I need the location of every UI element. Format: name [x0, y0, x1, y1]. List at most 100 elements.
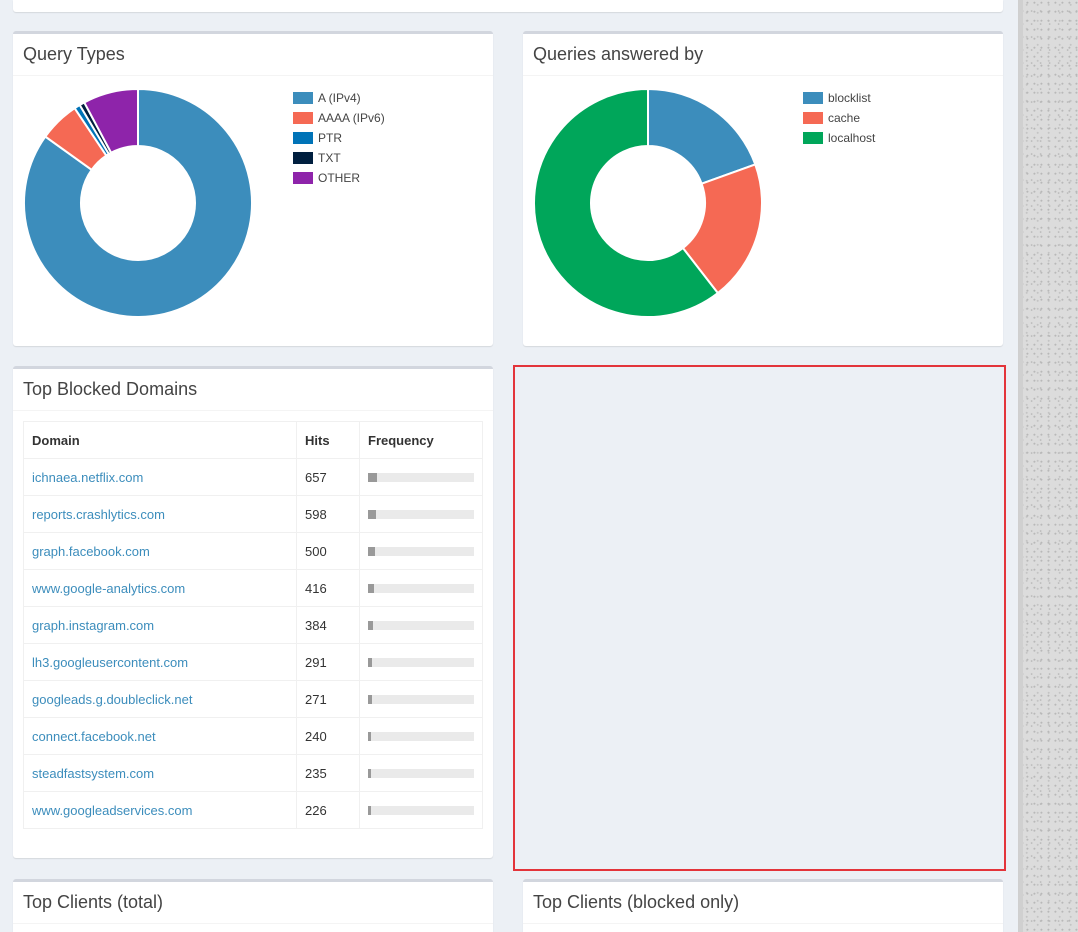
frequency-bar-fill: [368, 694, 372, 704]
query-types-legend-item[interactable]: OTHER: [293, 168, 385, 188]
top-clients-blocked-header: Top Clients (blocked only): [523, 882, 1003, 924]
queries-answered-legend-item[interactable]: localhost: [803, 128, 875, 148]
query-types-title: Query Types: [23, 44, 125, 64]
frequency-cell: [359, 458, 483, 496]
queries-answered-box: Queries answered by blocklist cache localh…: [523, 31, 1003, 346]
domain-link[interactable]: www.google-analytics.com: [23, 569, 297, 607]
domain-link[interactable]: graph.instagram.com: [23, 606, 297, 644]
query-types-donut[interactable]: [23, 88, 253, 318]
queries-answered-slice-localhost[interactable]: [533, 88, 720, 318]
background-texture-strip: [1018, 0, 1078, 932]
frequency-bar: [368, 731, 474, 741]
frequency-cell: [359, 791, 483, 829]
top-blocked-box: Top Blocked Domains Domain Hits Frequenc…: [13, 366, 493, 858]
query-types-slice-a-ipv4[interactable]: [23, 88, 253, 318]
query-types-slice-other[interactable]: [82, 88, 139, 155]
hits-value: 598: [296, 495, 360, 533]
hits-value: 240: [296, 717, 360, 755]
queries-answered-donut[interactable]: [533, 88, 763, 318]
frequency-cell: [359, 569, 483, 607]
legend-swatch: [803, 92, 823, 104]
domain-link[interactable]: reports.crashlytics.com: [23, 495, 297, 533]
column-header-hits: Hits: [296, 421, 360, 459]
top-clients-blocked-title: Top Clients (blocked only): [533, 892, 740, 912]
queries-answered-legend-item[interactable]: cache: [803, 108, 875, 128]
queries-answered-title: Queries answered by: [533, 44, 704, 64]
column-header-domain: Domain: [23, 421, 297, 459]
legend-label: cache: [828, 111, 861, 125]
hits-value: 657: [296, 458, 360, 496]
top-blocked-header: Top Blocked Domains: [13, 369, 493, 411]
frequency-cell: [359, 495, 483, 533]
table-row: graph.facebook.com 500: [23, 532, 483, 570]
frequency-bar-fill: [368, 731, 372, 741]
queries-answered-legend-item[interactable]: blocklist: [803, 88, 875, 108]
frequency-bar: [368, 657, 474, 667]
legend-swatch: [293, 172, 313, 184]
frequency-bar: [368, 472, 474, 482]
domain-link[interactable]: steadfastsystem.com: [23, 754, 297, 792]
legend-label: TXT: [318, 151, 341, 165]
frequency-bar-fill: [368, 805, 372, 815]
legend-swatch: [293, 112, 313, 124]
top-clients-blocked-box: Top Clients (blocked only): [523, 879, 1003, 932]
frequency-bar: [368, 583, 474, 593]
hits-value: 226: [296, 791, 360, 829]
legend-swatch: [293, 92, 313, 104]
hits-value: 384: [296, 606, 360, 644]
frequency-bar-fill: [368, 509, 377, 519]
queries-answered-legend: blocklist cache localhost: [803, 88, 875, 148]
legend-label: blocklist: [828, 91, 871, 105]
legend-swatch: [293, 132, 313, 144]
dashboard-content: Query Types A (IPv4) AAAA (IPv6) PTR TXT OTH…: [13, 0, 1006, 932]
column-header-frequency: Frequency: [359, 421, 483, 459]
frequency-cell: [359, 643, 483, 681]
legend-swatch: [803, 132, 823, 144]
hits-value: 271: [296, 680, 360, 718]
frequency-bar: [368, 509, 474, 519]
domain-link[interactable]: graph.facebook.com: [23, 532, 297, 570]
table-row: www.google-analytics.com 416: [23, 569, 483, 607]
domain-link[interactable]: googleads.g.doubleclick.net: [23, 680, 297, 718]
frequency-bar-fill: [368, 583, 374, 593]
frequency-cell: [359, 680, 483, 718]
table-row: www.googleadservices.com 226: [23, 791, 483, 829]
frequency-cell: [359, 606, 483, 644]
hits-value: 235: [296, 754, 360, 792]
frequency-bar: [368, 620, 474, 630]
query-types-legend-item[interactable]: TXT: [293, 148, 385, 168]
domain-link[interactable]: ichnaea.netflix.com: [23, 458, 297, 496]
query-types-legend-item[interactable]: AAAA (IPv6): [293, 108, 385, 128]
frequency-bar: [368, 546, 474, 556]
legend-label: OTHER: [318, 171, 360, 185]
frequency-bar: [368, 805, 474, 815]
hits-value: 416: [296, 569, 360, 607]
domain-link[interactable]: connect.facebook.net: [23, 717, 297, 755]
highlight-region: [513, 365, 1006, 871]
table-header-row: Domain Hits Frequency: [23, 421, 483, 459]
domain-link[interactable]: lh3.googleusercontent.com: [23, 643, 297, 681]
table-row: steadfastsystem.com 235: [23, 754, 483, 792]
query-types-header: Query Types: [13, 34, 493, 76]
queries-answered-slice-cache[interactable]: [681, 163, 763, 295]
top-blocked-table: Domain Hits Frequency ichnaea.netflix.co…: [23, 421, 483, 829]
frequency-bar-fill: [368, 546, 375, 556]
frequency-cell: [359, 717, 483, 755]
table-row: connect.facebook.net 240: [23, 717, 483, 755]
query-types-box: Query Types A (IPv4) AAAA (IPv6) PTR TXT OTH…: [13, 31, 493, 346]
domain-link[interactable]: www.googleadservices.com: [23, 791, 297, 829]
query-types-legend: A (IPv4) AAAA (IPv6) PTR TXT OTHER: [293, 88, 385, 188]
query-types-legend-item[interactable]: A (IPv4): [293, 88, 385, 108]
legend-swatch: [293, 152, 313, 164]
frequency-bar-fill: [368, 768, 372, 778]
frequency-bar: [368, 694, 474, 704]
legend-swatch: [803, 112, 823, 124]
top-clients-total-box: Top Clients (total): [13, 879, 493, 932]
query-types-legend-item[interactable]: PTR: [293, 128, 385, 148]
previous-box-bottom: [13, 0, 1003, 12]
table-row: reports.crashlytics.com 598: [23, 495, 483, 533]
legend-label: PTR: [318, 131, 342, 145]
hits-value: 500: [296, 532, 360, 570]
queries-answered-header: Queries answered by: [523, 34, 1003, 76]
top-blocked-title: Top Blocked Domains: [23, 379, 198, 399]
